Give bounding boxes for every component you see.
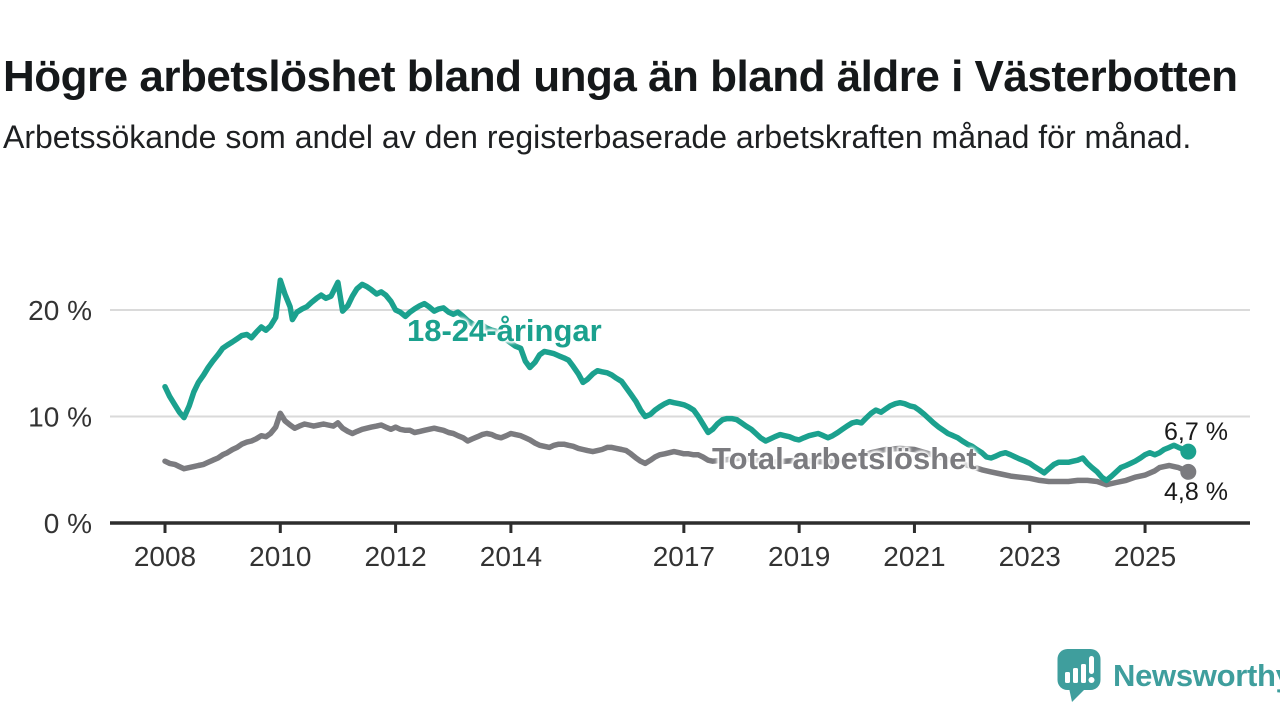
newsworthy-logo: Newsworthy [1056, 648, 1280, 702]
page-subtitle: Arbetssökande som andel av den registerb… [3, 119, 1192, 155]
end-value-label-total: 4,8 % [1164, 478, 1228, 506]
y-tick-label: 10 % [28, 402, 92, 433]
y-tick-label: 20 % [28, 295, 92, 326]
series-label-18-24: 18-24-åringar [407, 313, 602, 348]
x-tick-label: 2014 [480, 541, 542, 572]
x-tick-label: 2021 [883, 541, 945, 572]
series-line-Total arbetslöshet [162, 410, 1192, 488]
end-value-label-18-24: 6,7 % [1164, 418, 1228, 446]
x-tick-label: 2008 [134, 541, 196, 572]
x-tick-label: 2012 [364, 541, 426, 572]
newsworthy-logo-icon [1057, 649, 1101, 702]
x-tick-label: 2025 [1114, 541, 1176, 572]
x-tick-label: 2023 [999, 541, 1061, 572]
newsworthy-logo-text: Newsworthy [1113, 657, 1280, 693]
series-label-total: Total arbetslöshet [712, 441, 977, 476]
x-tick-label: 2019 [768, 541, 830, 572]
series-end-dot-Total arbetslöshet [1180, 463, 1197, 480]
series-line-18-24-åringar [162, 277, 1192, 484]
x-tick-label: 2017 [653, 541, 715, 572]
page-title: Högre arbetslöshet bland unga än bland ä… [3, 52, 1238, 102]
series-end-dot-18-24-åringar [1180, 443, 1197, 460]
x-tick-label: 2010 [249, 541, 311, 572]
y-tick-label: 0 % [44, 508, 92, 539]
